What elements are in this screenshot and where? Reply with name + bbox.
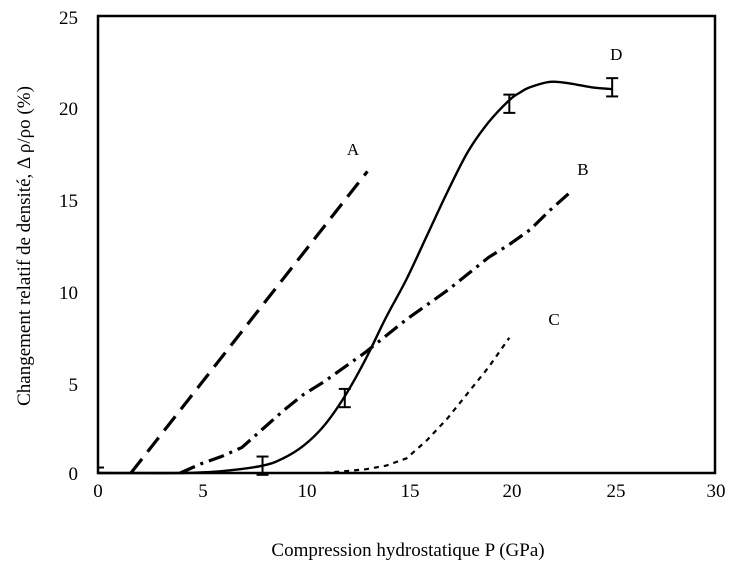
series-line-a [129,170,369,474]
curves-layer [97,80,613,475]
y-tick-label: 0 [69,464,79,485]
y-tick-label: 5 [69,375,79,396]
x-tick-label: 0 [93,481,103,502]
x-tick-label: 15 [401,481,420,502]
plot-frame [96,14,717,475]
error-bar [606,77,619,98]
curve-label-a: A [347,140,360,159]
y-axis-title: Changement relatif de densité, Δ ρ/ρo (%… [14,86,35,406]
curve-label-d: D [610,45,622,64]
y-tick-labels: 0 5 10 15 20 25 [59,8,78,485]
x-tick-label: 25 [607,481,626,502]
x-tick-label: 10 [298,481,317,502]
series-line-d [97,80,613,475]
curve-label-c: C [548,310,559,329]
y-tick-label: 15 [59,191,78,212]
error-bars-layer [98,77,619,476]
error-bar [338,387,351,409]
y-tick-label: 20 [59,99,78,120]
error-bar [503,93,516,114]
series-line-b [179,190,573,475]
x-axis-title: Compression hydrostatique P (GPa) [271,540,544,561]
curve-label-b: B [577,160,588,179]
y-tick-label: 25 [59,8,78,29]
series-line-c [324,337,511,475]
error-bar [256,455,269,476]
x-tick-labels: 0 5 10 15 20 25 30 [93,481,725,502]
x-tick-label: 30 [707,481,726,502]
x-tick-label: 5 [198,481,208,502]
x-tick-label: 20 [503,481,522,502]
y-tick-label: 10 [59,283,78,304]
